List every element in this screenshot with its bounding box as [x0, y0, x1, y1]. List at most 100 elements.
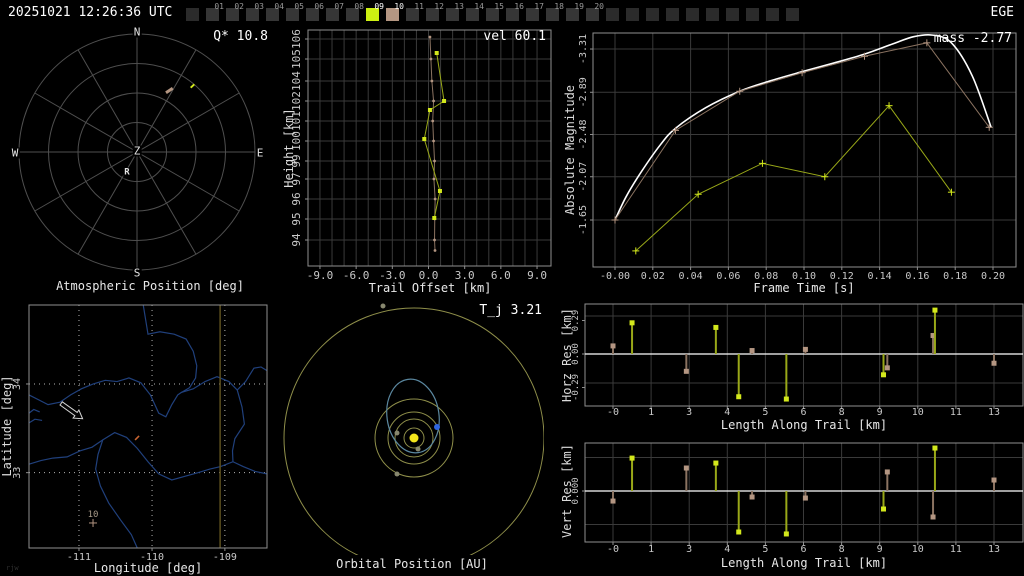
- length-axis-label-vert: Length Along Trail [km]: [720, 556, 888, 570]
- planet-dot: [394, 471, 400, 477]
- frame-thumb[interactable]: 13: [446, 3, 466, 22]
- tick-label: 0.20: [981, 271, 1005, 282]
- tick-label: 0.16: [905, 271, 929, 282]
- horz-res-axis-label: Horz Res [km]: [560, 308, 574, 402]
- tick-label: 5: [762, 407, 768, 418]
- tick-label: 9.0: [527, 269, 547, 282]
- frame-thumb-number: 01: [214, 2, 224, 11]
- frame-thumb[interactable]: 10: [386, 3, 406, 22]
- frame-thumb-number: 11: [414, 2, 424, 11]
- frame-thumb[interactable]: [746, 3, 766, 22]
- tisserand-readout: T_j 3.21: [479, 303, 542, 318]
- frame-thumb[interactable]: [606, 3, 626, 22]
- sun-dot: [409, 433, 419, 443]
- frame-thumb-box: [726, 8, 739, 21]
- frame-thumb[interactable]: 11: [406, 3, 426, 22]
- frame-thumb[interactable]: 08: [346, 3, 366, 22]
- frame-thumb[interactable]: [706, 3, 726, 22]
- frame-thumb-box: [686, 8, 699, 21]
- tick-label: -9.0: [307, 269, 334, 282]
- frame-thumb-box: [706, 8, 719, 21]
- frame-thumb[interactable]: 05: [286, 3, 306, 22]
- tick-label: 11: [950, 544, 962, 555]
- horizontal-residuals-plot: 0.290.00-0.29-0 1 3 4 5 6 8 9 10 11 13: [571, 303, 1024, 418]
- frame-thumb[interactable]: [666, 3, 686, 22]
- frame-thumb[interactable]: 20: [586, 3, 606, 22]
- tick-label: 0.08: [754, 271, 778, 282]
- frame-thumb-box: [186, 8, 199, 21]
- frame-thumb[interactable]: 16: [506, 3, 526, 22]
- watermark: rjw: [6, 564, 19, 572]
- frame-thumb-box: [386, 8, 399, 21]
- vert-res-axis-label: Vert Res [km]: [560, 444, 574, 538]
- frame-thumb-number: 16: [514, 2, 524, 11]
- frame-thumb[interactable]: 06: [306, 3, 326, 22]
- frame-thumb[interactable]: [766, 3, 786, 22]
- frame-thumb[interactable]: [686, 3, 706, 22]
- frame-thumb[interactable]: 19: [566, 3, 586, 22]
- frame-thumb[interactable]: [786, 3, 806, 22]
- tick-label: -2.48: [578, 119, 589, 149]
- orbit-diagram: [283, 303, 544, 555]
- frame-thumb[interactable]: 07: [326, 3, 346, 22]
- frame-thumb-number: 13: [454, 2, 464, 11]
- frame-thumb-number: 12: [434, 2, 444, 11]
- frame-thumb-number: 17: [534, 2, 544, 11]
- frame-thumb-number: 08: [354, 2, 364, 11]
- frame-thumb[interactable]: 15: [486, 3, 506, 22]
- tick-label: 96: [290, 192, 303, 205]
- frame-thumb-box: [486, 8, 499, 21]
- frame-thumb[interactable]: 02: [226, 3, 246, 22]
- frame-thumb[interactable]: 12: [426, 3, 446, 22]
- frame-thumb-number: 10: [394, 2, 404, 11]
- radiant-marker: R: [123, 167, 131, 179]
- frame-thumb[interactable]: [646, 3, 666, 22]
- frame-thumb[interactable]: [626, 3, 646, 22]
- frame-thumb[interactable]: 01: [206, 3, 226, 22]
- length-axis-label-horz: Length Along Trail [km]: [720, 418, 888, 432]
- frame-thumb[interactable]: 03: [246, 3, 266, 22]
- compass-south-label: S: [132, 266, 142, 280]
- tick-label: 102: [290, 91, 303, 111]
- frame-thumb[interactable]: 17: [526, 3, 546, 22]
- ground-track-arrow: [59, 401, 84, 420]
- tick-label: -6.0: [343, 269, 370, 282]
- panel-atmospheric-position: N E S W Z R Q* 10.8 Atmospheric Position…: [0, 24, 280, 296]
- frame-thumb-box: [346, 8, 359, 21]
- vertical-residuals-plot: 0.000-0 1 3 4 5 6 8 9 10 11 13: [571, 442, 1024, 555]
- panel-orbital-position: T_j 3.21 Orbital Position [AU]: [280, 295, 544, 576]
- tick-label: -3.31: [578, 34, 589, 64]
- frame-thumb-number: 18: [554, 2, 564, 11]
- tick-label: -0: [607, 407, 619, 418]
- frame-thumb-box: [306, 8, 319, 21]
- tick-label: 0.02: [641, 271, 665, 282]
- frame-thumb-number: 02: [234, 2, 244, 11]
- frame-thumb[interactable]: 04: [266, 3, 286, 22]
- frame-thumb-box: [746, 8, 759, 21]
- timestamp: 20251021 12:26:36 UTC: [8, 5, 173, 20]
- tick-label: 99: [290, 154, 303, 167]
- tick-label: 105: [290, 49, 303, 69]
- panel-trail-offset: 106 105 104 102 101 100 99 97 96 95 94 -9.0 -6.0 -3.0…: [280, 24, 560, 296]
- tick-label: 104: [290, 71, 303, 91]
- frame-thumb[interactable]: 14: [466, 3, 486, 22]
- frame-thumb-box: [606, 8, 619, 21]
- top-bar: 20251021 12:26:36 UTC 01 02 03 04 05 06 07 08 09…: [0, 0, 1024, 24]
- tick-label: 3.0: [455, 269, 475, 282]
- frame-thumb[interactable]: 18: [546, 3, 566, 22]
- tick-label: 0.06: [716, 271, 740, 282]
- frame-thumb-number: 04: [274, 2, 284, 11]
- frame-thumb-box: [466, 8, 479, 21]
- tick-label: 101: [290, 111, 303, 131]
- atmospheric-title: Atmospheric Position [deg]: [56, 279, 244, 293]
- planet-dot: [415, 446, 421, 452]
- panel-vertical-residuals: 0.000 -0 1 3 4 5 6 8 9 10 11 13 Vert Res [km] Lengt…: [560, 435, 1024, 576]
- frame-thumb[interactable]: [186, 3, 206, 22]
- frame-thumb[interactable]: 09: [366, 3, 386, 22]
- frame-thumb[interactable]: [726, 3, 746, 22]
- panel-light-curve: -3.31 -2.89 -2.48 -2.07 -1.65 -0.00 0.02 0.04 0.…: [560, 24, 1024, 296]
- q-star-readout: Q* 10.8: [213, 29, 268, 44]
- tick-label: 10: [912, 407, 924, 418]
- frame-thumb-box: [326, 8, 339, 21]
